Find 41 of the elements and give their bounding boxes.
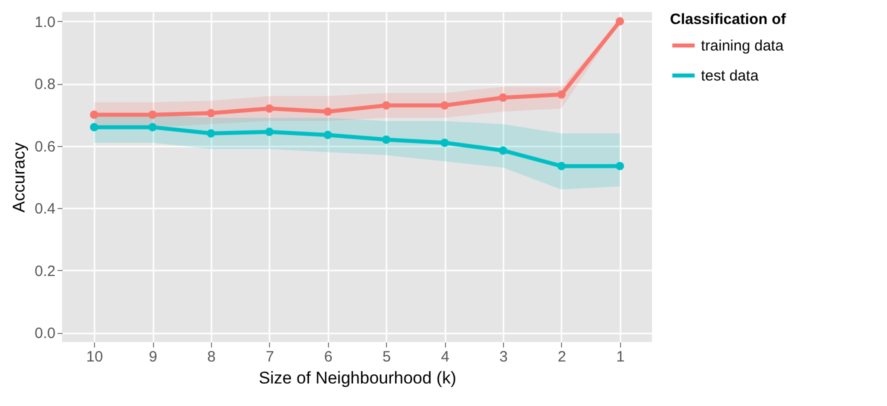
legend-label: training data bbox=[701, 38, 784, 54]
y-axis-title: Accuracy bbox=[10, 142, 29, 212]
point bbox=[324, 107, 332, 116]
x-tick-label: 4 bbox=[440, 348, 450, 366]
y-tick-label: 0.6 bbox=[34, 138, 56, 156]
legend-title: Classification of bbox=[670, 11, 787, 28]
x-axis-title: Size of Neighbourhood (k) bbox=[258, 368, 456, 388]
point bbox=[148, 123, 157, 132]
x-tick-label: 2 bbox=[558, 348, 566, 366]
x-tick-label: 3 bbox=[499, 348, 508, 366]
point bbox=[382, 101, 390, 110]
point bbox=[498, 93, 508, 102]
point bbox=[206, 109, 216, 118]
x-tick-label: 9 bbox=[148, 348, 158, 366]
x-tick-label: 10 bbox=[86, 348, 103, 366]
point bbox=[148, 110, 157, 119]
y-tick-label: 0.2 bbox=[34, 262, 56, 280]
point bbox=[90, 110, 98, 119]
point bbox=[90, 123, 98, 132]
x-tick-label: 1 bbox=[616, 348, 625, 366]
y-tick-label: 0.0 bbox=[34, 325, 56, 342]
point bbox=[265, 128, 274, 136]
y-tick-label: 0.8 bbox=[34, 76, 56, 94]
point bbox=[440, 101, 449, 110]
point bbox=[557, 162, 566, 170]
point bbox=[616, 162, 624, 170]
point bbox=[557, 90, 566, 99]
point bbox=[265, 104, 274, 113]
point bbox=[440, 138, 449, 147]
point bbox=[616, 17, 624, 26]
x-tick-label: 6 bbox=[324, 348, 332, 366]
point bbox=[498, 146, 508, 155]
point bbox=[206, 129, 216, 138]
x-tick-label: 7 bbox=[266, 348, 274, 366]
y-tick-label: 0.4 bbox=[34, 200, 56, 218]
legend-label: test data bbox=[701, 68, 760, 84]
x-tick-label: 5 bbox=[382, 348, 391, 366]
point bbox=[382, 135, 390, 144]
y-tick-label: 1.0 bbox=[34, 14, 56, 31]
x-tick-label: 8 bbox=[207, 348, 216, 366]
point bbox=[324, 130, 332, 140]
